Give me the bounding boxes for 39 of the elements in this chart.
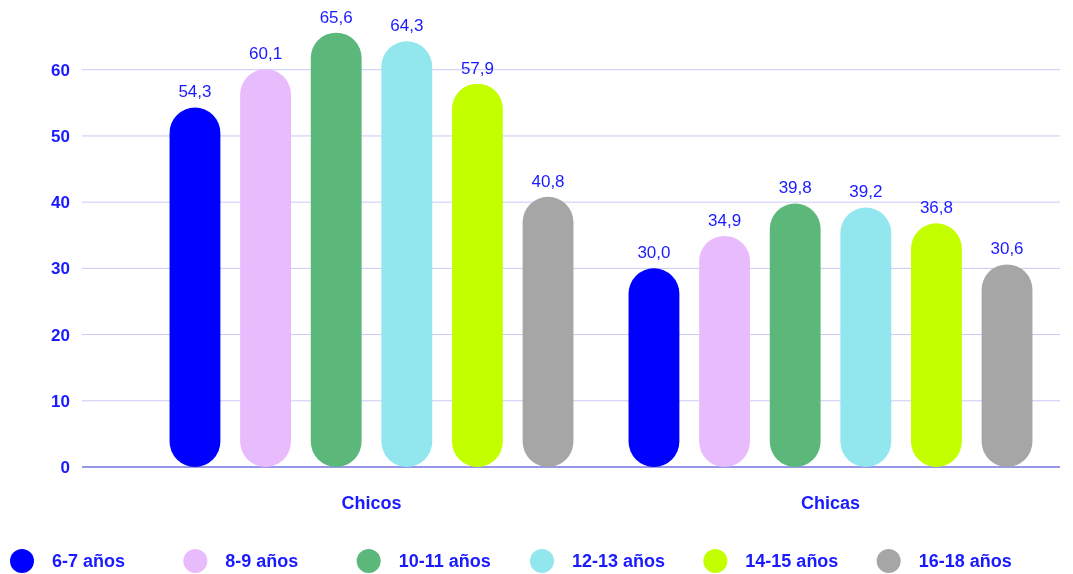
- bar: [981, 264, 1033, 467]
- x-tick-label: Chicos: [341, 493, 402, 513]
- bar: [522, 196, 574, 467]
- bar: [240, 69, 291, 467]
- bar: [840, 207, 892, 467]
- y-tick-label: 40: [51, 193, 70, 213]
- data-label: 54,3: [178, 82, 212, 102]
- data-label: 39,8: [778, 178, 812, 198]
- data-label: 57,9: [460, 58, 494, 78]
- bar: [169, 107, 221, 467]
- legend-label: 12-13 años: [572, 551, 666, 571]
- legend-label: 8-9 años: [225, 551, 299, 571]
- bar: [452, 83, 503, 467]
- bar: [381, 41, 433, 467]
- legend-label: 6-7 años: [52, 551, 126, 571]
- legend-label: 14-15 años: [745, 551, 839, 571]
- data-label: 40,8: [531, 171, 565, 191]
- y-tick-label: 10: [51, 391, 70, 411]
- bar: [310, 32, 362, 467]
- y-tick-label: 50: [51, 126, 70, 146]
- data-label: 34,9: [708, 210, 742, 230]
- bar: [911, 223, 962, 467]
- x-tick-label: Chicas: [800, 493, 861, 513]
- bar: [699, 235, 750, 467]
- data-label: 30,0: [637, 243, 671, 263]
- data-label: 36,8: [919, 198, 953, 218]
- y-tick-label: 0: [60, 457, 70, 477]
- data-label: 39,2: [849, 182, 883, 202]
- y-tick-label: 60: [51, 60, 70, 80]
- data-label: 60,1: [249, 44, 283, 64]
- y-tick-label: 20: [51, 325, 70, 345]
- y-tick-label: 30: [51, 259, 70, 279]
- data-label: 64,3: [390, 16, 424, 36]
- legend-label: 10-11 años: [398, 551, 491, 571]
- bar: [769, 203, 821, 467]
- legend-label: 16-18 años: [918, 551, 1012, 571]
- data-label: 65,6: [319, 7, 353, 27]
- bar: [628, 268, 680, 467]
- data-label: 30,6: [990, 239, 1024, 259]
